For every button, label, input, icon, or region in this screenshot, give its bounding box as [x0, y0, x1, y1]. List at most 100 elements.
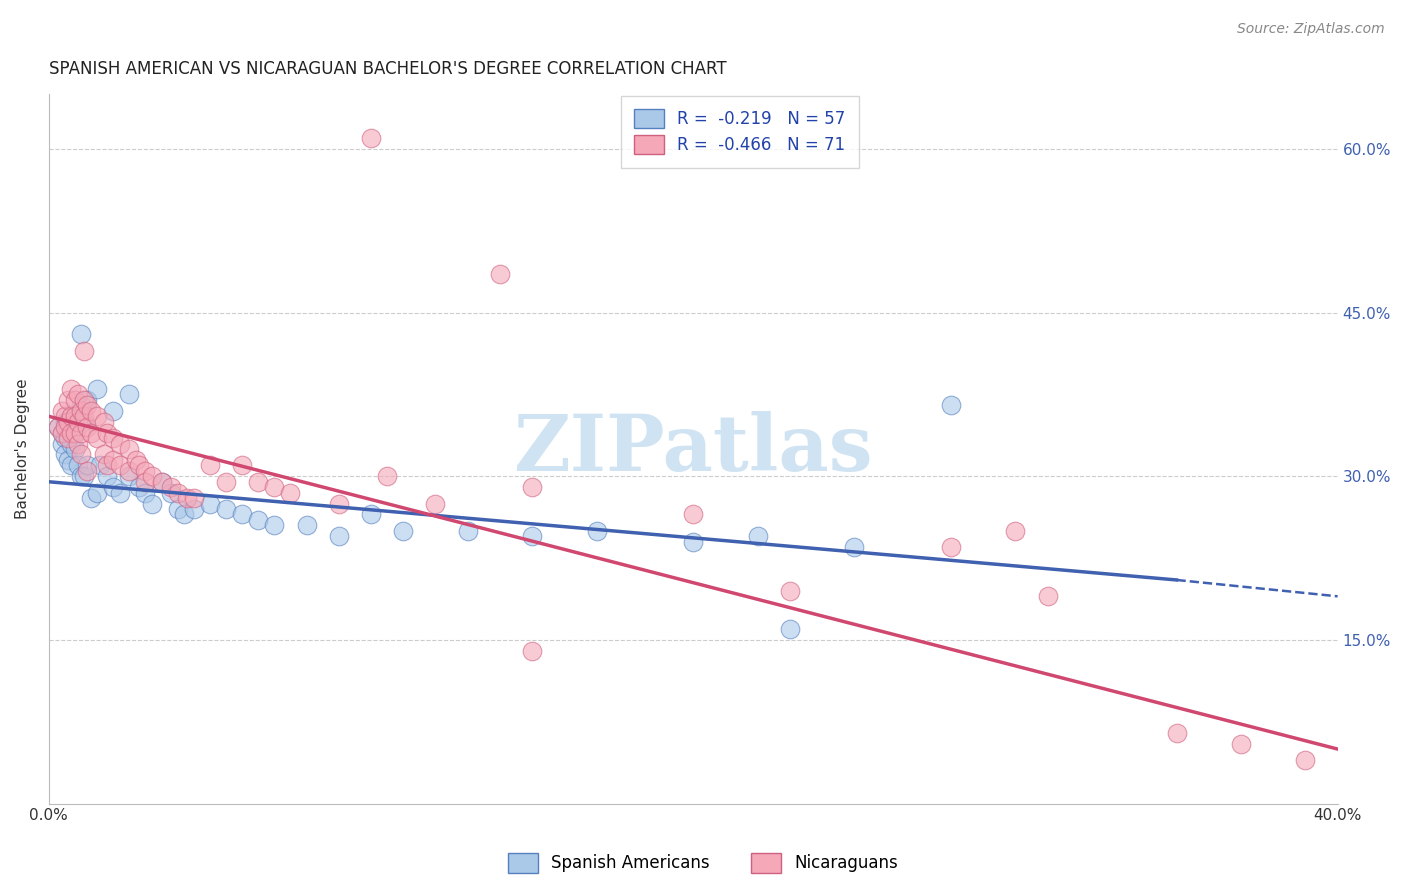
Point — [76, 464, 98, 478]
Point — [63, 442, 86, 456]
Point — [73, 343, 96, 358]
Point — [89, 458, 111, 473]
Point — [263, 518, 285, 533]
Point — [360, 131, 382, 145]
Point — [150, 475, 173, 489]
Point — [198, 497, 221, 511]
Point — [60, 458, 83, 473]
Legend: Spanish Americans, Nicaraguans: Spanish Americans, Nicaraguans — [501, 847, 905, 880]
Text: SPANISH AMERICAN VS NICARAGUAN BACHELOR'S DEGREE CORRELATION CHART: SPANISH AMERICAN VS NICARAGUAN BACHELOR'… — [49, 60, 727, 78]
Point — [247, 513, 270, 527]
Point — [53, 448, 76, 462]
Point — [56, 392, 79, 407]
Point — [747, 529, 769, 543]
Point — [70, 398, 93, 412]
Point — [166, 485, 188, 500]
Point — [86, 431, 108, 445]
Point — [328, 497, 350, 511]
Point — [70, 448, 93, 462]
Point — [53, 420, 76, 434]
Point — [66, 409, 89, 424]
Point — [125, 453, 148, 467]
Point — [108, 458, 131, 473]
Point — [70, 469, 93, 483]
Y-axis label: Bachelor's Degree: Bachelor's Degree — [15, 379, 30, 519]
Point — [79, 404, 101, 418]
Point — [231, 458, 253, 473]
Point — [160, 485, 183, 500]
Point — [682, 508, 704, 522]
Point — [489, 268, 512, 282]
Point — [134, 485, 156, 500]
Point — [280, 485, 302, 500]
Point — [70, 327, 93, 342]
Point — [76, 392, 98, 407]
Point — [231, 508, 253, 522]
Point — [375, 469, 398, 483]
Point — [93, 415, 115, 429]
Point — [60, 382, 83, 396]
Point — [66, 415, 89, 429]
Text: ZIPatlas: ZIPatlas — [513, 411, 873, 487]
Point — [585, 524, 607, 538]
Point — [56, 453, 79, 467]
Point — [63, 409, 86, 424]
Point — [360, 508, 382, 522]
Point — [56, 431, 79, 445]
Point — [128, 458, 150, 473]
Point — [160, 480, 183, 494]
Point — [128, 480, 150, 494]
Point — [96, 469, 118, 483]
Point — [150, 475, 173, 489]
Point — [198, 458, 221, 473]
Point — [73, 415, 96, 429]
Point — [682, 534, 704, 549]
Point — [51, 425, 73, 440]
Point — [103, 480, 125, 494]
Point — [56, 420, 79, 434]
Point — [51, 436, 73, 450]
Point — [60, 425, 83, 440]
Point — [1294, 753, 1316, 767]
Point — [63, 425, 86, 440]
Point — [844, 540, 866, 554]
Point — [1036, 590, 1059, 604]
Point — [425, 497, 447, 511]
Point — [183, 502, 205, 516]
Point — [56, 415, 79, 429]
Point — [70, 425, 93, 440]
Point — [70, 404, 93, 418]
Point — [108, 436, 131, 450]
Point — [1230, 737, 1253, 751]
Point — [295, 518, 318, 533]
Point — [247, 475, 270, 489]
Point — [118, 469, 141, 483]
Point — [779, 622, 801, 636]
Point — [263, 480, 285, 494]
Point — [96, 425, 118, 440]
Point — [108, 485, 131, 500]
Point — [48, 420, 70, 434]
Point — [51, 404, 73, 418]
Point — [53, 431, 76, 445]
Point — [51, 425, 73, 440]
Point — [183, 491, 205, 505]
Point — [66, 458, 89, 473]
Point — [166, 502, 188, 516]
Point — [520, 529, 543, 543]
Point — [118, 387, 141, 401]
Point — [457, 524, 479, 538]
Point — [48, 420, 70, 434]
Point — [215, 502, 238, 516]
Point — [63, 425, 86, 440]
Point — [118, 464, 141, 478]
Point — [93, 448, 115, 462]
Point — [103, 431, 125, 445]
Point — [86, 485, 108, 500]
Point — [60, 409, 83, 424]
Point — [63, 392, 86, 407]
Point — [86, 409, 108, 424]
Point — [60, 436, 83, 450]
Point — [53, 415, 76, 429]
Point — [103, 453, 125, 467]
